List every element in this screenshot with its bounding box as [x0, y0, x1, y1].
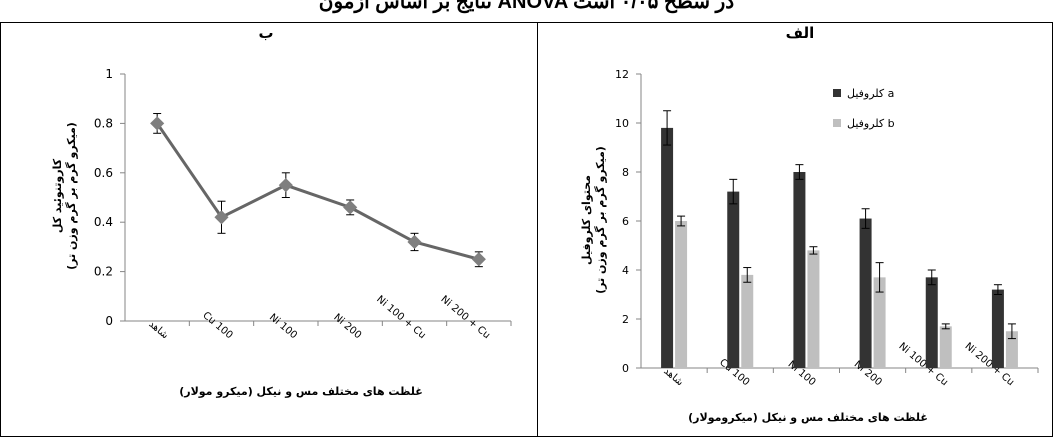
x-tick-label: Ni 100 + Cu	[374, 294, 427, 341]
data-point	[214, 210, 229, 225]
bar	[991, 289, 1004, 368]
y-tick-label: 8	[622, 166, 629, 179]
y-tick-label: 6	[622, 215, 629, 228]
y-tick-label: 1	[105, 67, 113, 81]
legend-label-b: کلروفیل b	[847, 117, 895, 130]
y-tick-label: 4	[622, 264, 629, 277]
legend-label-a: کلروفیل a	[847, 87, 894, 100]
bar	[1005, 331, 1018, 368]
x-axis-label: غلظت های مختلف مس و نیکل (میکرو مولار)	[179, 385, 423, 398]
data-point	[471, 252, 486, 267]
y-tick-label: 0.4	[94, 215, 113, 229]
y-tick-label: 12	[615, 68, 629, 81]
y-tick-label: 2	[622, 313, 629, 326]
bar	[741, 274, 754, 368]
y-axis-label-line1: محتوای کلروفیل	[580, 175, 593, 265]
page-header: نتایج بر اساس آزمون ANOVA در سطح ۰/۰۵ اس…	[0, 0, 1053, 22]
y-tick-label: 0	[105, 314, 113, 328]
chart-legend: کلروفیل a کلروفیل b	[833, 87, 895, 130]
y-tick-label: 10	[615, 117, 629, 130]
bar	[873, 277, 886, 368]
bar	[661, 127, 674, 369]
bar	[727, 191, 740, 368]
data-point	[278, 178, 293, 193]
x-tick-label: Cu 100	[200, 310, 234, 341]
y-axis-label-line1: کاروتنوئید کل	[51, 158, 64, 233]
data-point	[343, 200, 358, 215]
y-tick-label: 0.8	[94, 116, 113, 130]
bar	[925, 277, 938, 368]
carotenoid-line-chart: ب کاروتنوئید کل (میکرو گرم بر گرم وزن تر…	[51, 24, 512, 398]
x-tick-label: Ni 100	[267, 312, 299, 341]
plot-area: 0 0.2 0.4 0.6 0.8 1 شاهد Cu 100 Ni 100 Ni 200 Ni 1…	[94, 67, 512, 342]
y-tick-label: 0	[622, 362, 629, 375]
series-line	[155, 122, 480, 261]
legend-swatch-a	[833, 89, 841, 97]
x-axis-label: غلظت های مختلف مس و نیکل (میکرومولار)	[688, 411, 928, 424]
legend-swatch-b	[833, 119, 841, 127]
chart-panel-label: الف	[786, 24, 815, 42]
data-point	[407, 234, 422, 250]
y-axis-label-line2: (میکرو گرم بر گرم وزن تر)	[594, 146, 607, 294]
x-tick-label: شاهد	[661, 366, 685, 389]
bar	[859, 218, 872, 368]
bar	[807, 250, 820, 368]
chlorophyll-bar-chart: الف محتوای کلروفیل (میکرو گرم بر گرم وزن…	[580, 24, 1039, 424]
page-header-text: نتایج بر اساس آزمون ANOVA در سطح ۰/۰۵ اس…	[318, 0, 735, 13]
bar	[675, 221, 688, 368]
y-tick-label: 0.6	[94, 166, 113, 180]
bar	[939, 326, 952, 368]
y-tick-label: 0.2	[94, 265, 113, 279]
chart-panel-label: ب	[258, 24, 273, 42]
x-tick-label: Ni 200	[331, 312, 363, 341]
x-tick-label: Ni 200 + Cu	[438, 294, 491, 341]
bar	[793, 172, 806, 368]
y-axis-label-line2: (میکرو گرم بر گرم وزن تر)	[65, 122, 78, 270]
x-tick-label: شاهد	[146, 319, 170, 342]
